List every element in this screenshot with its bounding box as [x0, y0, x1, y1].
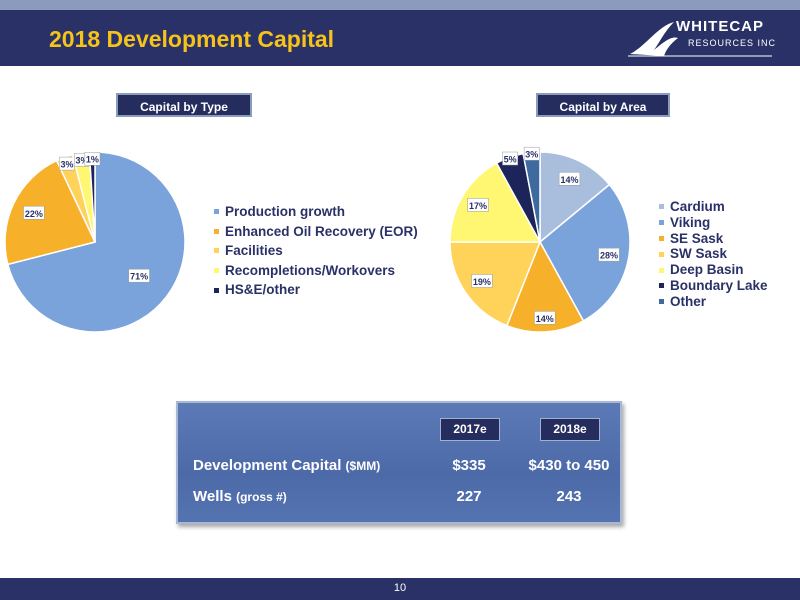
capital-table: 2017e 2018e Development Capital ($MM) $3…: [176, 401, 622, 524]
col-header-2018e: 2018e: [540, 418, 600, 441]
legend-area-item-6: Other: [659, 294, 768, 310]
pie-type-label-3: 3%: [76, 156, 89, 166]
legend-area: Cardium Viking SE Sask SW Sask Deep Basin Bou…: [659, 199, 768, 310]
legend-type-label-0: Production growth: [225, 204, 345, 219]
pie-type-slice-1: [4, 159, 97, 266]
pie-area-slice-0: [539, 151, 611, 244]
legend-type-item-1: Enhanced Oil Recovery (EOR): [214, 222, 418, 242]
page-title: 2018 Development Capital: [49, 26, 335, 52]
pie-area-slice-1: [539, 183, 631, 322]
row-label-development-capital: Development Capital ($MM): [193, 457, 381, 474]
legend-area-swatch-1: [659, 220, 664, 226]
pie-type-label-1: 22%: [25, 209, 43, 219]
pie-area-label-4: 17%: [469, 201, 487, 211]
legend-type-item-4: HS&E/other: [214, 280, 418, 300]
legend-area-item-3: SW Sask: [659, 246, 768, 262]
pie-area-label-bg-5: [502, 151, 518, 166]
legend-type-label-1: Enhanced Oil Recovery (EOR): [225, 223, 418, 239]
legend-area-label-2: SE Sask: [670, 230, 724, 246]
pie-type-label-4: 1%: [86, 155, 99, 165]
page-number: 10: [393, 582, 407, 594]
legend-type-item-3: Recompletions/Workovers: [214, 261, 418, 281]
legend-type-swatch-4: [214, 287, 219, 293]
legend-area-swatch-5: [659, 283, 664, 289]
pie-area-label-5: 5%: [504, 155, 517, 165]
legend-area-swatch-2: [659, 235, 664, 241]
footer-bar: [0, 578, 800, 600]
legend-area-label-4: Deep Basin: [670, 262, 744, 278]
pie-area-label-bg-4: [467, 198, 489, 212]
pie-type-label-bg-0: [128, 268, 150, 283]
legend-area-item-1: Viking: [659, 215, 768, 231]
pie-type-label-2: 3%: [60, 160, 73, 170]
pie-area-label-bg-1: [598, 247, 620, 262]
pie-type-label-0: 71%: [130, 272, 148, 282]
legend-area-label-1: Viking: [670, 214, 711, 230]
pie-area-label-2: 14%: [536, 314, 554, 324]
row-label-wells: Wells (gross #): [193, 488, 287, 505]
pie-area-slice-4: [449, 162, 542, 243]
pie-type-slice-0: [6, 151, 186, 333]
legend-area-swatch-0: [659, 204, 664, 210]
cell-dev-capital-2018e: $430 to 450: [528, 457, 610, 474]
legend-area-label-5: Boundary Lake: [670, 277, 768, 293]
pie-area-label-6: 3%: [525, 150, 538, 160]
legend-area-item-4: Deep Basin: [659, 262, 768, 278]
cell-wells-2017e: 227: [456, 488, 482, 505]
legend-area-label-3: SW Sask: [670, 246, 728, 262]
pie-area-label-0: 14%: [560, 175, 578, 185]
pie-area-label-bg-3: [471, 274, 493, 288]
legend-type-swatch-2: [214, 248, 219, 254]
legend-type-label-2: Facilities: [225, 243, 283, 259]
pie-area-label-bg-2: [534, 311, 556, 325]
pie-area-label-1: 28%: [600, 251, 618, 261]
legend-area-label-0: Cardium: [670, 199, 725, 214]
legend-type: Production growth Enhanced Oil Recovery (…: [214, 202, 418, 300]
legend-area-item-5: Boundary Lake: [659, 278, 768, 294]
pie-area-label-bg-6: [523, 146, 540, 161]
top-accent-strip: [0, 0, 800, 10]
legend-area-item-2: SE Sask: [659, 231, 768, 247]
legend-type-swatch-1: [214, 228, 219, 234]
legend-type-swatch-3: [214, 268, 219, 274]
legend-area-swatch-6: [659, 299, 664, 305]
legend-type-item-2: Facilities: [214, 241, 418, 261]
pie-area-label-bg-0: [558, 172, 581, 186]
legend-area-swatch-3: [659, 251, 664, 257]
legend-type-label-4: HS&E/other: [225, 282, 301, 298]
logo-swoosh-icon: [628, 22, 772, 57]
pie-type-label-bg-1: [23, 206, 45, 220]
pie-charts: 71%22%3% 3%1%14%28%14%19%17%5% 3%: [4, 146, 631, 333]
chart-title-type: Capital by Type: [116, 93, 252, 117]
legend-type-item-0: Production growth: [214, 202, 418, 222]
pie-area-label-3: 19%: [473, 277, 491, 287]
legend-type-swatch-0: [214, 209, 219, 215]
legend-area-swatch-4: [659, 267, 664, 273]
pie-area-slice-3: [449, 241, 542, 327]
logo-name: WHITECAP: [676, 18, 764, 35]
cell-wells-2018e: 243: [556, 488, 582, 505]
chart-title-area: Capital by Area: [536, 93, 670, 117]
legend-area-label-6: Other: [670, 293, 707, 309]
pie-type-label-bg-4: [84, 151, 101, 166]
col-header-2017e: 2017e: [440, 418, 500, 441]
legend-area-item-0: Cardium: [659, 199, 768, 215]
header-bar: [0, 10, 800, 66]
cell-dev-capital-2017e: $335: [452, 457, 486, 474]
pie-area-slice-2: [505, 240, 585, 333]
legend-type-label-3: Recompletions/Workovers: [225, 262, 396, 278]
logo-subtitle: RESOURCES INC: [688, 38, 777, 48]
